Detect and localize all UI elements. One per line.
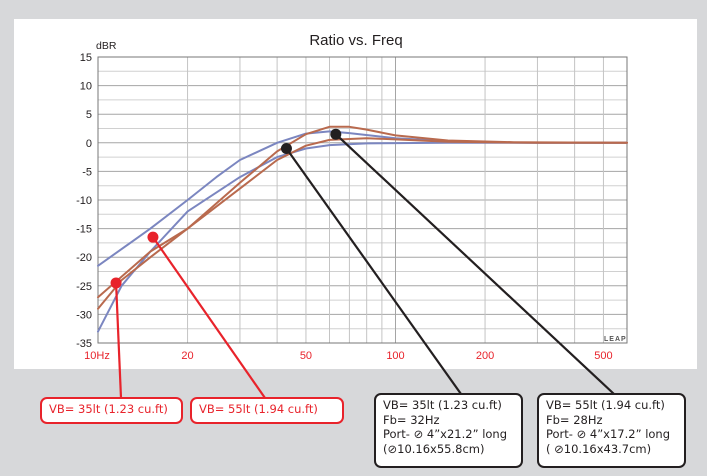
y-tick-label: 5 [86,109,92,121]
y-tick-label: 0 [86,138,92,150]
y-tick-label: -15 [76,224,92,236]
y-tick-label: -20 [76,252,92,264]
y-tick-label: -30 [76,309,92,321]
callout-line: Port- ⊘ 4”x21.2” long [383,427,508,441]
y-tick-label: 15 [80,52,92,64]
callout-leader-lines [114,133,615,399]
y-tick-label: -25 [76,281,92,293]
series-group [97,125,628,333]
callout-leader-line [152,236,266,399]
callout-red-left: VB= 35lt (1.23 cu.ft) [40,397,183,424]
callout-line: Fb= 28Hz [546,412,603,427]
x-tick-label: 500 [594,350,612,362]
x-axis-ticks: 10Hz 20 50 100 200 500 [84,350,612,362]
callout-line: Port- ⊘ 4”x17.2” long [546,427,671,441]
callout-line: ( ⊘10.16x43.7cm) [546,441,652,456]
callout-black-right: VB= 55lt (1.94 cu.ft) Fb= 28Hz Port- ⊘ 4… [537,393,686,468]
y-tick-label: -10 [76,195,92,207]
series-line [97,137,628,310]
callout-line: VB= 35lt (1.23 cu.ft) [49,402,168,416]
callout-red-right: VB= 55lt (1.94 cu.ft) [190,397,344,424]
x-tick-label: 200 [476,350,494,362]
x-tick-label: 10Hz [84,350,110,362]
callout-line: (⊘10.16x55.8cm) [383,441,485,456]
callout-leader-line [335,133,615,395]
x-tick-label: 50 [300,350,312,362]
y-tick-label: -35 [76,338,92,350]
callout-line: VB= 55lt (1.94 cu.ft) [546,398,665,412]
callout-marker-dot [330,128,342,140]
callout-marker-dot [110,277,122,289]
chart-panel [14,19,697,369]
x-tick-label: 20 [181,350,193,362]
callout-markers [110,128,342,289]
series-line [97,141,628,333]
callout-line: VB= 35lt (1.23 cu.ft) [383,398,502,412]
callout-line: Fb= 32Hz [383,412,440,427]
plot-grid [98,56,627,344]
callout-marker-dot [280,143,292,155]
callout-leader-line [114,282,123,399]
callout-black-left: VB= 35lt (1.23 cu.ft) Fb= 32Hz Port- ⊘ 4… [374,393,523,468]
y-axis-label: dBR [96,40,117,52]
callout-marker-dot [147,231,159,243]
y-tick-label: -5 [82,166,92,178]
y-axis-ticks: 15 10 5 0 -5 -10 -15 -20 -25 -30 -35 [76,52,92,350]
x-tick-label: 100 [386,350,404,362]
leap-watermark: LEAP [604,336,627,343]
chart-title: Ratio vs. Freq [309,32,402,49]
callout-line: VB= 55lt (1.94 cu.ft) [199,402,318,416]
callout-leader-line [285,147,462,395]
plot-frame [97,56,628,344]
y-tick-label: 10 [80,81,92,93]
